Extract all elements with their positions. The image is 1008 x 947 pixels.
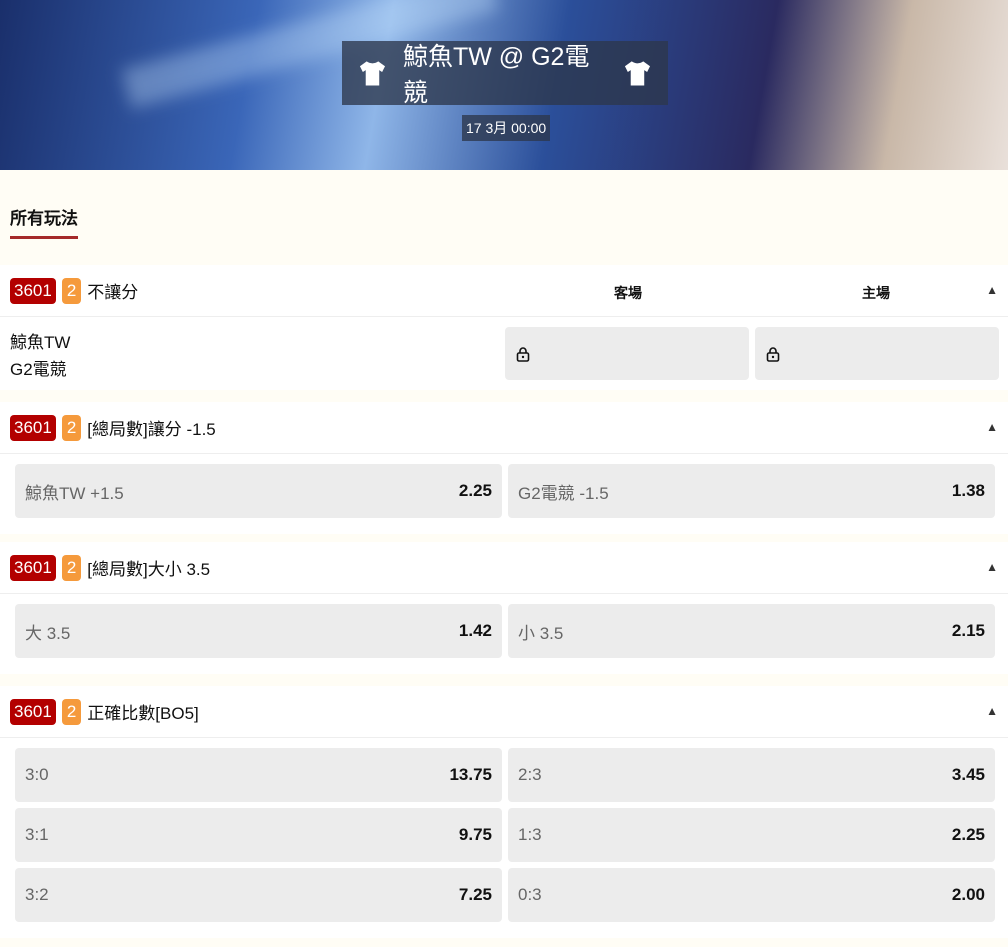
- code-badge: 3601: [10, 277, 56, 304]
- market-title: 不讓分: [87, 283, 139, 302]
- option-odds: 2.25: [951, 825, 985, 844]
- match-date: 17 3月 00:00: [462, 115, 551, 141]
- option-odds: 9.75: [458, 825, 492, 844]
- market-handicap: 3601 2 [總局數]讓分 -1.5 ▲ 鯨魚TW +1.5 2.25 G2電競 …: [0, 402, 1008, 534]
- odds-button[interactable]: 2:3 3.45: [508, 748, 995, 802]
- odds-button[interactable]: 3:2 7.25: [15, 868, 502, 922]
- market-header[interactable]: 3601 2 不讓分 客場 主場 ▲: [0, 265, 1008, 317]
- odds-button-home-locked[interactable]: [755, 327, 999, 380]
- option-label: 1:3: [518, 825, 542, 844]
- option-label: 3:2: [25, 885, 49, 904]
- odds-button[interactable]: 3:0 13.75: [15, 748, 502, 802]
- market-header[interactable]: 3601 2 正確比數[BO5] ▲: [0, 686, 1008, 738]
- market-body: 鯨魚TW G2電競: [0, 317, 1008, 390]
- option-odds: 2.25: [458, 481, 492, 500]
- market-body: 3:0 13.75 2:3 3.45 3:1 9.75 1:3 2.25 3:2 7.25 0:3 2…: [0, 738, 1008, 938]
- lock-icon: [766, 346, 780, 362]
- option-odds: 1.38: [951, 481, 985, 500]
- option-odds: 7.25: [458, 885, 492, 904]
- odds-button[interactable]: 大 3.5 1.42: [15, 604, 502, 658]
- option-label: 鯨魚TW +1.5: [25, 483, 124, 503]
- odds-button[interactable]: 鯨魚TW +1.5 2.25: [15, 464, 502, 518]
- option-label: 大 3.5: [25, 623, 71, 643]
- market-over-under: 3601 2 [總局數]大小 3.5 ▲ 大 3.5 1.42 小 3.5 2.15: [0, 542, 1008, 674]
- market-body: 鯨魚TW +1.5 2.25 G2電競 -1.5 1.38: [0, 454, 1008, 534]
- option-label: 小 3.5: [518, 623, 564, 643]
- odds-button[interactable]: G2電競 -1.5 1.38: [508, 464, 995, 518]
- option-label: 3:1: [25, 825, 49, 844]
- team-1: 鯨魚TW: [10, 333, 71, 352]
- tab-bar: 所有玩法: [0, 170, 1008, 265]
- option-label: 3:0: [25, 765, 49, 784]
- market-body: 大 3.5 1.42 小 3.5 2.15: [0, 594, 1008, 674]
- match-banner: 鯨魚TW @ G2電競 17 3月 00:00: [0, 0, 1008, 170]
- column-home: 主場: [862, 285, 890, 301]
- option-odds: 13.75: [449, 765, 492, 784]
- option-odds: 2.15: [951, 621, 985, 640]
- odds-button[interactable]: 小 3.5 2.15: [508, 604, 995, 658]
- code-badge: 3601: [10, 698, 56, 725]
- team-2: G2電競: [10, 360, 67, 379]
- market-title: [總局數]大小 3.5: [87, 560, 211, 579]
- match-title-box: 鯨魚TW @ G2電競: [342, 41, 668, 107]
- tshirt-icon: [624, 61, 651, 86]
- code-badge: 3601: [10, 554, 56, 581]
- option-odds: 2.00: [951, 885, 985, 904]
- option-odds: 1.42: [458, 621, 492, 640]
- count-badge: 2: [61, 277, 82, 304]
- market-header[interactable]: 3601 2 [總局數]大小 3.5 ▲: [0, 542, 1008, 594]
- count-badge: 2: [61, 698, 82, 725]
- count-badge: 2: [61, 414, 82, 441]
- chevron-up-icon[interactable]: ▲: [986, 704, 998, 718]
- odds-button-away-locked[interactable]: [505, 327, 749, 380]
- chevron-up-icon[interactable]: ▲: [986, 283, 998, 297]
- column-away: 客場: [614, 285, 642, 301]
- market-header[interactable]: 3601 2 [總局數]讓分 -1.5 ▲: [0, 402, 1008, 454]
- option-label: 0:3: [518, 885, 542, 904]
- market-title: 正確比數[BO5]: [87, 704, 199, 723]
- match-title: 鯨魚TW @ G2電競: [402, 43, 590, 107]
- lock-icon: [516, 346, 530, 362]
- option-label: 2:3: [518, 765, 542, 784]
- option-label: G2電競 -1.5: [518, 483, 609, 503]
- odds-button[interactable]: 0:3 2.00: [508, 868, 995, 922]
- count-badge: 2: [61, 554, 82, 581]
- chevron-up-icon[interactable]: ▲: [986, 420, 998, 434]
- tab-all-markets[interactable]: 所有玩法: [10, 204, 78, 239]
- tshirt-icon: [359, 61, 386, 86]
- odds-button[interactable]: 3:1 9.75: [15, 808, 502, 862]
- option-odds: 3.45: [951, 765, 985, 784]
- code-badge: 3601: [10, 414, 56, 441]
- chevron-up-icon[interactable]: ▲: [986, 560, 998, 574]
- market-correct-score: 3601 2 正確比數[BO5] ▲ 3:0 13.75 2:3 3.45 3:1 9.7…: [0, 686, 1008, 938]
- market-title: [總局數]讓分 -1.5: [87, 420, 216, 439]
- odds-button[interactable]: 1:3 2.25: [508, 808, 995, 862]
- market-moneyline: 3601 2 不讓分 客場 主場 ▲ 鯨魚TW G2電競: [0, 265, 1008, 390]
